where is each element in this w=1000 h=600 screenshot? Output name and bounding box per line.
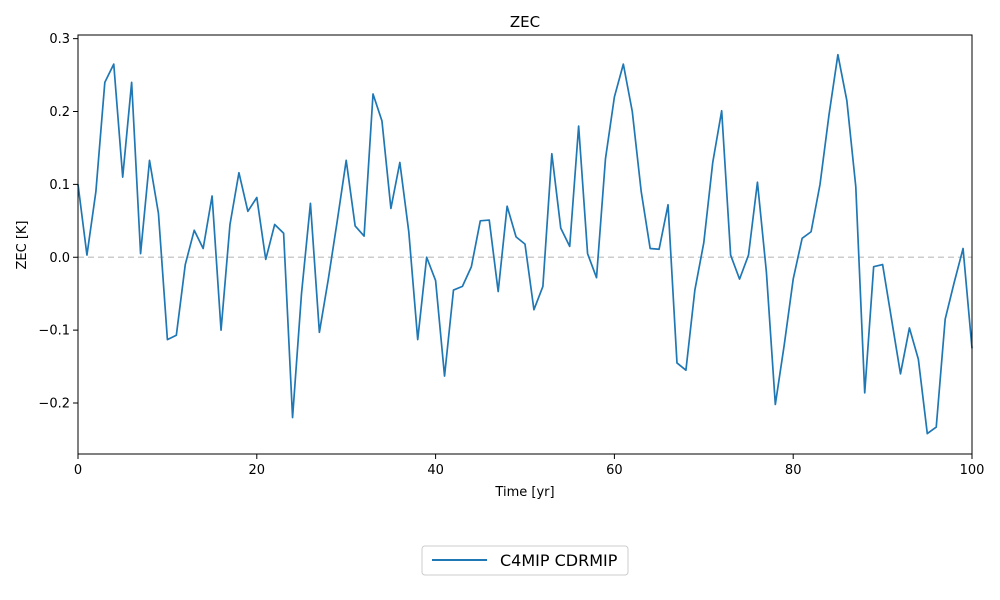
axis-ticks: 0 20 40 60 80 100 −0.2 −0.1 0.0 0.1 0.2 0.3	[38, 32, 984, 478]
y-tick-label: 0.3	[49, 32, 70, 47]
x-tick-label: 20	[249, 463, 266, 478]
y-axis-label: ZEC [K]	[15, 221, 30, 270]
y-tick-label: 0.0	[49, 251, 70, 266]
legend: C4MIP CDRMIP	[421, 545, 629, 576]
y-tick-label: −0.1	[38, 324, 70, 339]
y-tick-label: 0.2	[49, 105, 70, 120]
x-tick-label: 80	[785, 463, 802, 478]
x-tick-label: 100	[960, 463, 985, 478]
legend-box	[421, 545, 629, 576]
chart-title: ZEC	[510, 13, 540, 31]
x-tick-label: 40	[427, 463, 444, 478]
x-tick-label: 60	[606, 463, 623, 478]
x-tick-label: 0	[74, 463, 82, 478]
y-tick-label: 0.1	[49, 178, 70, 193]
x-axis-label: Time [yr]	[494, 485, 554, 500]
series-line-0	[77, 53, 973, 435]
plot-area	[77, 53, 973, 435]
axes-frame	[77, 34, 973, 455]
legend-label: C4MIP CDRMIP	[500, 551, 618, 570]
y-tick-label: −0.2	[38, 396, 70, 411]
